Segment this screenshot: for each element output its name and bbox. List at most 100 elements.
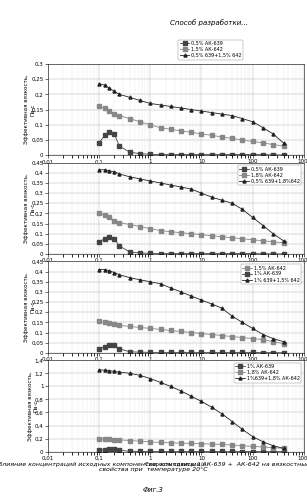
1,8% АК-642: [210, 233, 214, 239]
1,8% АК-642: [189, 231, 193, 237]
0,5% 639+1,5% 642: [189, 107, 193, 113]
0,5% АК-639: [148, 250, 152, 256]
1,5% АК-642: [112, 111, 116, 117]
0,5% АК-639: [271, 152, 275, 158]
0,5% АК-639: [169, 152, 172, 158]
0,5% 639+1,8%642: [231, 200, 234, 206]
1,8% АК-642: [117, 220, 121, 226]
0,5% 639+1,5% 642: [148, 100, 152, 106]
1,8% АК-642: [282, 240, 286, 246]
0,5% 639+1,5% 642: [240, 116, 244, 122]
1,5% АК-642: [97, 318, 101, 324]
Line: 1% 639+1,5% 642: 1% 639+1,5% 642: [97, 268, 285, 343]
1% АК-639: [112, 446, 116, 452]
1% 639+1,5% 642: [261, 331, 265, 337]
1% 639+1,5% 642: [169, 285, 172, 291]
1% АК-639: [210, 449, 214, 455]
0,5% 639+1,5% 642: [179, 105, 183, 111]
0,5% АК-639: [112, 236, 116, 242]
1,8% АК-642: [251, 237, 255, 243]
0,5% 639+1,5% 642: [169, 103, 172, 109]
1% 639+1,5% 642: [138, 277, 142, 283]
1% АК-639: [159, 349, 162, 355]
1,8% АК-642: [189, 441, 193, 447]
1% 639+1,5% 642: [103, 266, 107, 272]
0,5% АК-639: [179, 250, 183, 256]
1% АК-639: [251, 449, 255, 455]
1%639+1,8% АК-642: [159, 379, 162, 385]
1,5% АК-642: [112, 321, 116, 327]
0,5% АК-639: [138, 151, 142, 157]
0,5% АК-639: [220, 250, 223, 256]
0,5% 639+1,8%642: [220, 197, 223, 203]
0,5% АК-639: [220, 152, 223, 158]
1% АК-639: [128, 349, 132, 355]
0,5% 639+1,8%642: [159, 180, 162, 186]
1%639+1,8% АК-642: [97, 367, 101, 373]
1% АК-639: [138, 349, 142, 355]
1%639+1,8% АК-642: [282, 445, 286, 451]
1,5% АК-642: [138, 324, 142, 330]
1,8% АК-642: [261, 238, 265, 244]
0,5% 639+1,5% 642: [261, 125, 265, 131]
1,5% АК-642: [103, 319, 107, 325]
0,5% 639+1,8%642: [148, 178, 152, 184]
1,5% АК-642: [200, 330, 203, 336]
Line: 1,8% АК-642: 1,8% АК-642: [97, 212, 285, 245]
Text: Фиг.3: Фиг.3: [143, 487, 164, 493]
1,8% АК-642: [112, 218, 116, 224]
1% АК-639: [179, 449, 183, 455]
1%639+1,8% АК-642: [128, 370, 132, 376]
1% 639+1,5% 642: [282, 339, 286, 345]
0,5% 639+1,5% 642: [138, 97, 142, 103]
0,5% АК-639: [159, 152, 162, 158]
1% АК-639: [220, 449, 223, 455]
0,5% АК-639: [231, 250, 234, 256]
1%639+1,8% АК-642: [261, 439, 265, 445]
0,5% АК-639: [261, 152, 265, 158]
1,5% АК-642: [271, 339, 275, 345]
Line: 0,5% АК-639: 0,5% АК-639: [97, 131, 285, 156]
1,5% АК-642: [261, 337, 265, 343]
1,8% АК-642: [112, 437, 116, 443]
0,5% 639+1,8%642: [282, 238, 286, 244]
0,5% 639+1,8%642: [103, 167, 107, 173]
Text: Способ разработки...: Способ разработки...: [170, 19, 248, 26]
1% АК-639: [128, 448, 132, 454]
1,8% АК-642: [97, 211, 101, 217]
1%639+1,8% АК-642: [148, 376, 152, 382]
Line: 1,8% АК-642: 1,8% АК-642: [97, 437, 285, 450]
0,5% 639+1,5% 642: [117, 91, 121, 97]
1,5% АК-642: [220, 134, 223, 140]
1% 639+1,5% 642: [231, 313, 234, 319]
0,5% 639+1,5% 642: [271, 131, 275, 137]
1%639+1,8% АК-642: [117, 369, 121, 375]
1% 639+1,5% 642: [210, 301, 214, 307]
1,5% АК-642: [231, 333, 234, 339]
1,5% АК-642: [128, 323, 132, 329]
1,5% АК-642: [159, 125, 162, 131]
1% 639+1,5% 642: [240, 319, 244, 325]
Line: 1% АК-639: 1% АК-639: [97, 343, 285, 354]
0,5% 639+1,5% 642: [231, 113, 234, 119]
1% АК-639: [179, 349, 183, 355]
0,5% АК-639: [200, 250, 203, 256]
1% АК-639: [169, 449, 172, 455]
0,5% АК-639: [103, 132, 107, 138]
1% АК-639: [282, 449, 286, 455]
1%639+1,8% АК-642: [112, 368, 116, 374]
1% АК-639: [103, 344, 107, 350]
1% АК-639: [282, 350, 286, 356]
1,8% АК-642: [240, 443, 244, 449]
1,5% АК-642: [148, 325, 152, 331]
1% АК-639: [97, 346, 101, 352]
1%639+1,8% АК-642: [271, 443, 275, 449]
1% 639+1,5% 642: [112, 269, 116, 275]
1% АК-639: [210, 349, 214, 355]
1% АК-639: [117, 447, 121, 453]
1% 639+1,5% 642: [179, 289, 183, 295]
1,8% АК-642: [159, 440, 162, 446]
0,5% 639+1,5% 642: [107, 85, 111, 91]
1%639+1,8% АК-642: [220, 411, 223, 417]
1,5% АК-642: [103, 105, 107, 111]
